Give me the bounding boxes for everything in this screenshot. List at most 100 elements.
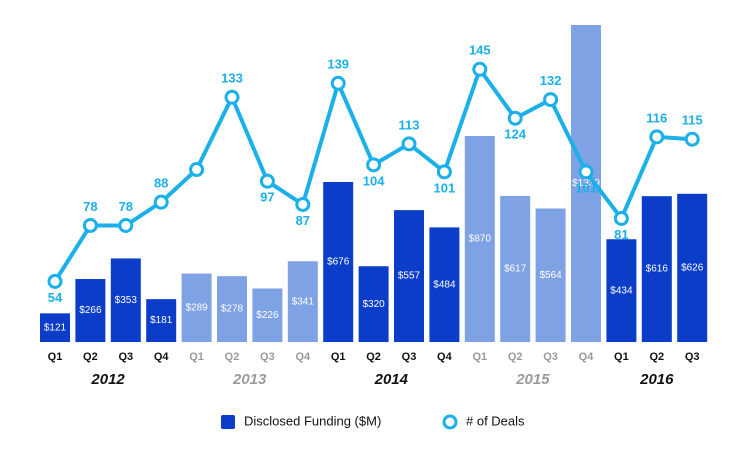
bar [110, 258, 141, 342]
deals-value-label: 139 [327, 57, 349, 72]
bar [677, 193, 708, 342]
bar [641, 196, 672, 342]
deals-point [543, 92, 559, 108]
legend-label: # of Deals [466, 413, 525, 428]
x-tick-label: Q3 [118, 351, 133, 363]
bar [606, 239, 637, 342]
deals-point [684, 131, 700, 147]
bar-value-label: $226 [256, 310, 279, 321]
deals-value-label: 113 [399, 117, 420, 132]
bar [358, 266, 389, 342]
bar-value-label: $870 [469, 234, 492, 245]
bar [40, 313, 70, 342]
deals-value-label: 78 [83, 199, 97, 214]
bar-value-label: $557 [398, 271, 421, 282]
bar-value-label: $1339 [572, 178, 600, 189]
x-tick-label: Q2 [225, 351, 240, 363]
deals-value-label: 132 [540, 73, 562, 88]
deals-point [649, 129, 665, 145]
x-tick-label: Q1 [614, 351, 629, 363]
group-label: 2014 [374, 371, 409, 388]
deals-value-label: 78 [119, 199, 133, 214]
bar-value-label: $676 [327, 257, 350, 268]
deals-value-label: 101 [434, 180, 456, 195]
x-tick-label: Q3 [685, 351, 700, 363]
bar-value-label: $266 [79, 305, 102, 316]
x-tick-label: Q4 [579, 351, 595, 363]
bar-value-label: $341 [292, 296, 315, 307]
deals-value-label: 54 [48, 290, 63, 305]
x-tick-label: Q2 [366, 351, 381, 363]
deals-point [153, 194, 169, 210]
bar [323, 181, 354, 342]
deals-point [118, 217, 134, 233]
bar [464, 136, 495, 342]
deals-value-label: 101 [575, 180, 597, 195]
deals-point [259, 173, 275, 189]
deals-value-label: 133 [221, 71, 243, 86]
deals-value-label: 116 [646, 110, 667, 125]
bar [535, 208, 566, 342]
bar [394, 210, 424, 342]
legend-label: Disclosed Funding ($M) [244, 413, 381, 428]
bar-value-label: $320 [362, 299, 385, 310]
deals-point [613, 210, 629, 226]
x-tick-label: Q3 [543, 351, 558, 363]
deals-value-label: 88 [154, 176, 168, 191]
x-tick-label: Q4 [154, 351, 170, 363]
x-tick-label: Q1 [189, 351, 204, 363]
x-tick-label: Q1 [472, 351, 487, 363]
bar-value-label: $484 [433, 279, 456, 290]
deals-value-label: 81 [614, 227, 628, 242]
deals-value-label: 145 [469, 43, 491, 58]
deals-point [366, 157, 382, 173]
bar-value-label: $181 [150, 315, 173, 326]
bar-value-label: $353 [115, 295, 138, 306]
bar [500, 195, 531, 342]
bar [252, 288, 283, 342]
x-tick-label: Q1 [331, 351, 346, 363]
bar [146, 299, 177, 342]
deals-point [224, 89, 240, 105]
deals-value-label: 104 [363, 173, 385, 188]
x-tick-label: Q2 [508, 351, 523, 363]
bar-value-label: $564 [539, 270, 562, 281]
bar-value-label: $289 [185, 302, 208, 313]
group-label: 2012 [90, 371, 125, 388]
bar-value-label: $626 [681, 263, 704, 274]
deals-point [330, 75, 346, 91]
bar-value-label: $617 [504, 264, 527, 275]
x-tick-label: Q3 [402, 351, 417, 363]
deals-point [436, 164, 452, 180]
deals-point [401, 136, 417, 152]
x-tick-label: Q2 [83, 351, 98, 363]
x-tick-label: Q1 [48, 351, 63, 363]
deals-point [472, 61, 488, 77]
group-label: 2015 [515, 371, 550, 388]
deals-point [578, 164, 594, 180]
bar [75, 279, 106, 342]
legend-swatch [221, 415, 235, 429]
bar [181, 273, 212, 342]
bar [217, 276, 247, 342]
deals-point [47, 273, 63, 289]
legend-swatch [442, 414, 458, 430]
deals-point [295, 196, 311, 212]
group-label: 2013 [232, 371, 267, 388]
bar-value-label: $616 [646, 264, 669, 275]
bar [429, 227, 460, 342]
deals-value-label: 115 [682, 113, 703, 128]
bar-value-label: $278 [221, 304, 244, 315]
bar [287, 261, 318, 342]
x-tick-label: Q4 [437, 351, 453, 363]
bar-value-label: $121 [44, 322, 67, 333]
deals-point [507, 110, 523, 126]
bar-value-label: $434 [610, 285, 633, 296]
deals-point [82, 217, 98, 233]
x-tick-label: Q2 [649, 351, 664, 363]
deals-value-label: 87 [296, 213, 310, 228]
x-tick-label: Q3 [260, 351, 275, 363]
deals-value-label: 124 [504, 127, 526, 142]
deals-value-label: 97 [260, 190, 274, 205]
